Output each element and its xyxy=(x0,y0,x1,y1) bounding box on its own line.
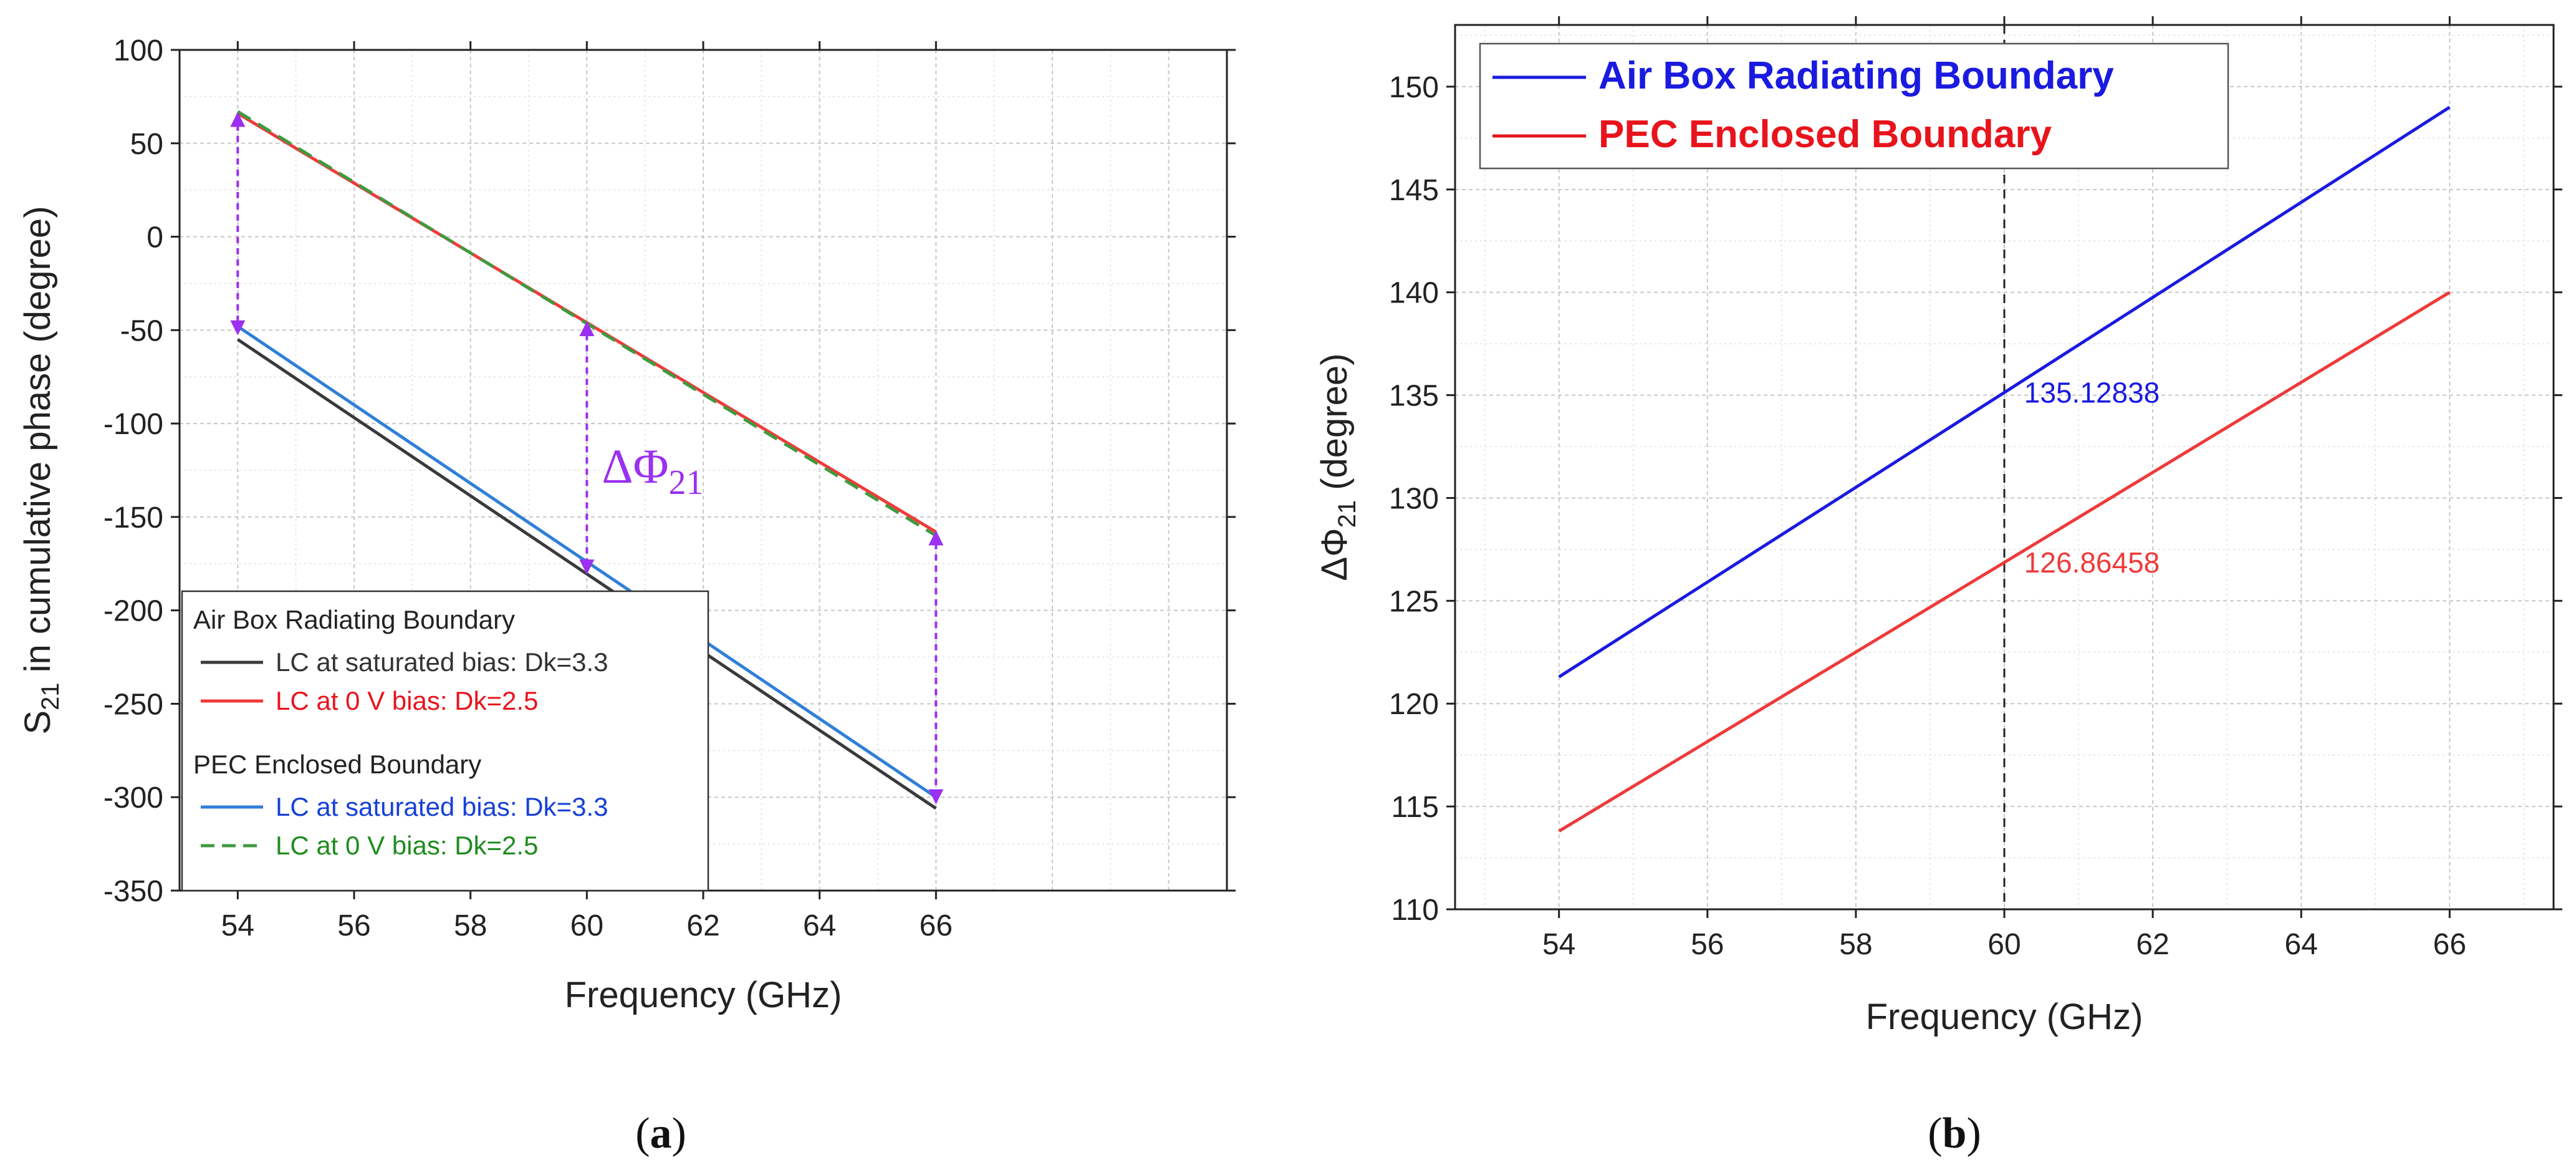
panel-label-close-paren: ) xyxy=(672,1110,686,1158)
data-value-label: 126.86458 xyxy=(2024,546,2160,579)
legend-box xyxy=(181,590,709,892)
x-tick-label: 56 xyxy=(337,909,370,942)
panel-label-close-paren: ) xyxy=(1966,1110,1981,1158)
ticks: 54 56 58 60 62 64 66 110 115 120 125 130 135 140 145 15… xyxy=(1389,16,2562,961)
y-axis-label-sub: 21 xyxy=(37,682,64,710)
series-line-0 xyxy=(1558,105,2451,679)
x-tick-label: 60 xyxy=(570,909,603,942)
x-tick-label: 64 xyxy=(803,909,836,942)
y-axis-label-main: S xyxy=(17,710,58,735)
panel-b: 135.12838 126.86458 54 56 58 60 62 64 66 110 115 12… xyxy=(1314,16,2562,1158)
y-tick-label: 150 xyxy=(1389,71,1439,104)
delta-phase-main: ΔΦ xyxy=(602,439,668,493)
x-axis-label: Frequency (GHz) xyxy=(565,975,842,1015)
x-tick-label: 56 xyxy=(1691,928,1724,961)
panel-label: (a) xyxy=(635,1110,686,1158)
y-tick-label: 120 xyxy=(1389,688,1439,721)
x-tick-label: 64 xyxy=(2285,928,2318,961)
y-tick-label: -300 xyxy=(103,781,163,815)
y-tick-label: 135 xyxy=(1389,380,1439,413)
x-tick-label: 62 xyxy=(2136,928,2169,961)
y-axis-label-main: ΔΦ xyxy=(1314,528,1355,581)
legend-group-title: PEC Enclosed Boundary xyxy=(193,750,481,779)
legend-entry-label: LC at saturated bias: Dk=3.3 xyxy=(276,792,608,821)
legend-entry-label: PEC Enclosed Boundary xyxy=(1598,113,2052,156)
y-tick-label: 115 xyxy=(1391,791,1439,824)
y-tick-label: 100 xyxy=(113,34,163,67)
delta-phase-label: ΔΦ21 xyxy=(602,439,703,502)
legend-entry-label: LC at 0 V bias: Dk=2.5 xyxy=(276,831,538,860)
y-tick-label: -250 xyxy=(103,688,163,721)
y-tick-label: 145 xyxy=(1389,174,1439,207)
x-tick-label: 66 xyxy=(2433,928,2466,961)
y-tick-label: -50 xyxy=(120,314,163,347)
y-axis-label-rest: in cumulative phase (degree) xyxy=(17,206,58,682)
data-value-label: 135.12838 xyxy=(2024,376,2160,409)
x-tick-label: 60 xyxy=(1987,928,2021,961)
x-tick-label: 58 xyxy=(1839,928,1872,961)
panel-label-letter: b xyxy=(1943,1110,1967,1158)
y-tick-label: -100 xyxy=(103,408,163,441)
panel-label-letter: a xyxy=(650,1110,672,1158)
x-tick-label: 58 xyxy=(454,909,487,942)
legend: Air Box Radiating Boundary LC at saturate… xyxy=(181,590,709,892)
y-tick-label: -350 xyxy=(103,875,163,908)
panel-label-open-paren: ( xyxy=(1928,1110,1942,1158)
series-line-1 xyxy=(1558,291,2451,833)
legend-entry-label: LC at 0 V bias: Dk=2.5 xyxy=(276,686,538,715)
ticks: 54 56 58 60 62 64 66 -350 -300 -250 -200 -150 -100 -5… xyxy=(103,34,1236,942)
x-tick-label: 54 xyxy=(221,909,254,942)
y-tick-label: 50 xyxy=(130,128,163,161)
y-tick-label: 125 xyxy=(1389,585,1439,618)
y-tick-label: 130 xyxy=(1389,482,1439,515)
x-axis-label: Frequency (GHz) xyxy=(1866,997,2143,1037)
y-tick-label: 140 xyxy=(1389,277,1439,310)
x-tick-label: 54 xyxy=(1542,928,1575,961)
legend-entry-label: Air Box Radiating Boundary xyxy=(1598,54,2114,97)
y-axis-label-rest: (degree) xyxy=(1314,354,1355,500)
y-axis-label-sub: 21 xyxy=(1334,500,1361,528)
legend-group-title: Air Box Radiating Boundary xyxy=(193,605,515,634)
series-group xyxy=(1558,105,2451,833)
y-tick-label: -150 xyxy=(103,501,163,534)
x-tick-label: 66 xyxy=(920,909,953,942)
y-axis-label: ΔΦ21 (degree) xyxy=(1314,354,1361,581)
y-axis-label: S21 in cumulative phase (degree) xyxy=(17,206,64,734)
y-tick-label: -200 xyxy=(103,595,163,628)
delta-phase-sub: 21 xyxy=(669,463,704,502)
y-tick-label: 0 xyxy=(147,221,163,254)
x-tick-label: 62 xyxy=(686,909,719,942)
legend-entry-label: LC at saturated bias: Dk=3.3 xyxy=(276,647,608,677)
panel-label: (b) xyxy=(1928,1110,1981,1158)
legend: Air Box Radiating Boundary PEC Enclosed B… xyxy=(1479,42,2229,170)
panel-label-open-paren: ( xyxy=(635,1110,650,1158)
y-tick-label: 110 xyxy=(1391,894,1439,927)
legend-box xyxy=(1479,42,2229,170)
